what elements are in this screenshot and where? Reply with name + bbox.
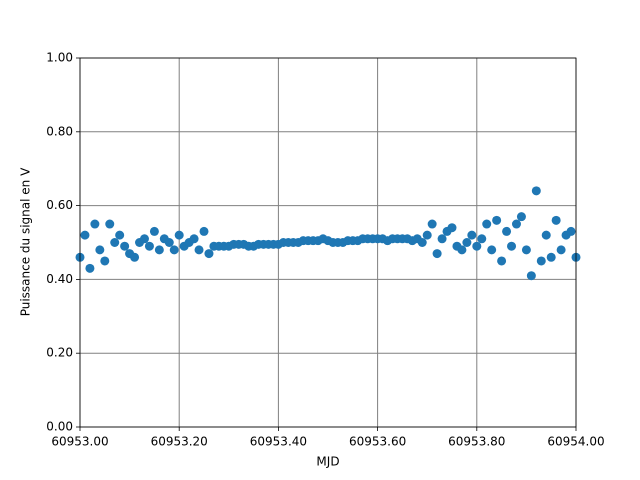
point — [447, 223, 457, 233]
point — [516, 212, 526, 222]
point — [472, 241, 482, 251]
point — [482, 219, 492, 229]
point — [115, 230, 125, 240]
point — [189, 234, 199, 244]
point — [511, 219, 521, 229]
point — [174, 230, 184, 240]
point — [507, 241, 517, 251]
point — [531, 186, 541, 196]
point — [492, 215, 502, 225]
point — [502, 226, 512, 236]
x-axis-label: MJD — [316, 455, 339, 469]
point — [422, 230, 432, 240]
point — [194, 245, 204, 255]
x-tick-label: 60954.00 — [547, 435, 604, 449]
point — [417, 238, 427, 247]
point — [457, 245, 467, 255]
x-tick-label: 60953.80 — [448, 435, 505, 449]
y-tick-label: 0.40 — [46, 272, 73, 286]
point — [90, 219, 100, 229]
point — [110, 238, 120, 247]
point — [80, 230, 90, 240]
y-tick-label: 1.00 — [46, 51, 73, 65]
y-tick-label: 0.00 — [46, 420, 73, 434]
point — [546, 252, 556, 262]
point — [526, 271, 536, 281]
point — [199, 226, 209, 236]
point — [536, 256, 546, 266]
point — [95, 245, 105, 255]
point — [130, 252, 140, 262]
point — [432, 249, 442, 259]
point — [149, 226, 159, 236]
point — [477, 234, 487, 244]
point — [154, 245, 164, 255]
point — [164, 238, 174, 247]
points — [75, 186, 581, 281]
point — [144, 241, 154, 251]
y-tick-label: 0.60 — [46, 198, 73, 212]
point — [169, 245, 179, 255]
x-tick-label: 60953.20 — [151, 435, 208, 449]
point — [427, 219, 437, 229]
point — [497, 256, 507, 266]
y-tick-label: 0.80 — [46, 124, 73, 138]
point — [566, 226, 576, 236]
point — [100, 256, 110, 266]
point — [551, 215, 561, 225]
y-tick-label: 0.20 — [46, 346, 73, 360]
x-tick-label: 60953.00 — [51, 435, 108, 449]
point — [120, 241, 130, 251]
point — [437, 234, 447, 244]
point — [85, 263, 95, 273]
point — [556, 245, 566, 255]
point — [462, 238, 472, 247]
point — [204, 249, 214, 259]
point — [467, 230, 477, 240]
point — [105, 219, 115, 229]
point — [487, 245, 497, 255]
plot-frame — [79, 57, 577, 428]
x-tick-label: 60953.60 — [349, 435, 406, 449]
y-axis-label: Puissance du signal en V — [19, 167, 33, 316]
x-tick-label: 60953.40 — [250, 435, 307, 449]
point — [541, 230, 551, 240]
point — [139, 234, 149, 244]
point — [521, 245, 531, 255]
